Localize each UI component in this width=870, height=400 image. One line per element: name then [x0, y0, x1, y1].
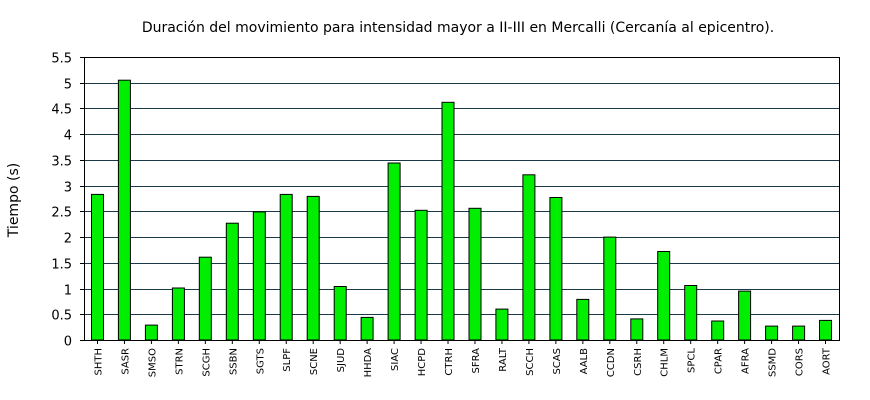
bar-sjud [333, 286, 347, 341]
x-tick-label-sjud: SJUD [336, 348, 347, 373]
bar-ssbn [225, 222, 239, 341]
bar-hhda [360, 316, 374, 341]
y-axis-label: Tiempo (s) [6, 163, 22, 238]
x-tick-label-smso: SMSO [147, 348, 158, 377]
x-tick-label-hhda: HHDA [363, 348, 374, 378]
bar-hcpd [414, 209, 428, 341]
x-tick-label-afra: AFRA [741, 348, 752, 374]
x-tick-label-scas: SCAS [552, 348, 563, 375]
bar-scgh [198, 256, 212, 341]
bar-afra [738, 290, 752, 341]
x-tick-label-aalb: AALB [579, 348, 590, 375]
bar-ssmd [765, 325, 779, 341]
x-tick-label-aort: AORT [822, 347, 833, 375]
bar-csrh [630, 318, 644, 341]
y-tick-label: 4.5 [51, 103, 72, 118]
x-tick-label-sfra: SFRA [471, 348, 482, 374]
bar-spcl [684, 285, 698, 341]
x-tick-label-scgh: SCGH [201, 348, 212, 377]
x-tick-label-spcl: SPCL [687, 348, 698, 373]
bar-slpf [279, 193, 293, 341]
x-tick-label-ssmd: SSMD [768, 348, 779, 377]
y-tick-label: 3.5 [51, 155, 72, 170]
bar-chlm [657, 251, 671, 341]
x-tick-label-ralt: RALT [498, 347, 509, 372]
chart-title: Duración del movimiento para intensidad … [142, 20, 774, 36]
bar-ccdn [603, 236, 617, 341]
x-tick-label-slpf: SLPF [282, 348, 293, 372]
plot-frame [84, 57, 840, 341]
x-tick-label-csrh: CSRH [633, 348, 644, 376]
x-tick-label-sasr: SASR [120, 348, 131, 375]
x-tick-label-chlm: CHLM [660, 348, 671, 377]
bar-sgts [252, 211, 266, 341]
bar-strn [171, 287, 185, 341]
x-tick-label-cpar: CPAR [714, 348, 725, 374]
bar-scas [549, 197, 563, 341]
bar-siac [387, 162, 401, 341]
bar-shth [91, 193, 104, 341]
y-tick-label: 2 [64, 232, 72, 247]
y-tick-label: 0 [64, 335, 72, 350]
y-tick-label: 3 [64, 181, 72, 196]
y-tick-label: 4 [64, 129, 72, 144]
bar-aalb [576, 298, 590, 341]
bar-sfra [468, 207, 482, 341]
x-tick-label-cors: CORS [795, 348, 806, 376]
y-tick-label: 5.5 [51, 52, 72, 67]
x-tick-label-shth: SHTH [94, 348, 105, 376]
bars-layer [91, 79, 832, 341]
x-tick-label-hcpd: HCPD [417, 348, 428, 377]
x-tick-label-strn: STRN [174, 348, 185, 375]
bar-sasr [117, 79, 131, 341]
y-tick-label: 1.5 [51, 258, 72, 273]
grid-layer [84, 83, 839, 315]
y-tick-label: 0.5 [51, 309, 72, 324]
x-tick-label-ctrh: CTRH [444, 348, 455, 376]
x-tick-label-scch: SCCH [525, 348, 536, 376]
y-tick-label: 5 [64, 78, 72, 93]
y-tick-label: 1 [64, 284, 72, 299]
bar-ralt [495, 308, 509, 341]
x-tick-label-ccdn: CCDN [606, 348, 617, 377]
x-tick-label-siac: SIAC [390, 348, 401, 371]
bar-cpar [711, 320, 725, 341]
bar-scne [306, 195, 320, 341]
y-axis-ticks: 0 0.5 1 1.5 2 2.5 3 3.5 4 4.5 5 5.5 [51, 52, 84, 350]
x-tick-label-sgts: SGTS [255, 348, 266, 374]
x-axis-ticks: SHTH SASR SMSO STRN SCGH SSBN SGTS SLPF SCNE SJUD… [94, 340, 833, 377]
x-tick-label-ssbn: SSBN [228, 348, 239, 375]
y-tick-label: 2.5 [51, 206, 72, 221]
bar-cors [792, 325, 806, 341]
bar-aort [819, 319, 832, 341]
bar-scch [522, 174, 536, 341]
bar-smso [144, 324, 158, 341]
x-tick-label-scne: SCNE [309, 348, 320, 375]
bar-ctrh [441, 101, 455, 341]
